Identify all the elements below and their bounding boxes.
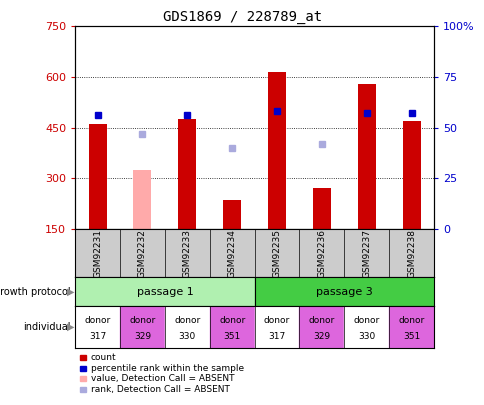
Bar (133, 170, 151, 229)
Bar (312, 188, 330, 229)
Text: growth protocol: growth protocol (0, 287, 70, 296)
Text: GSM92235: GSM92235 (272, 229, 281, 277)
Text: GSM92237: GSM92237 (362, 229, 371, 277)
Bar (254, 306, 299, 348)
Text: 351: 351 (223, 332, 241, 341)
Text: rank, Detection Call = ABSENT: rank, Detection Call = ABSENT (91, 385, 229, 394)
Bar (178, 119, 196, 229)
Text: 329: 329 (313, 332, 330, 341)
Bar (89, 124, 106, 229)
Text: donor: donor (398, 316, 424, 325)
Text: donor: donor (263, 316, 289, 325)
Text: ▶: ▶ (67, 322, 74, 332)
Text: GSM92234: GSM92234 (227, 229, 236, 277)
Text: donor: donor (219, 316, 245, 325)
Text: GSM92238: GSM92238 (406, 229, 415, 277)
Text: GSM92231: GSM92231 (93, 229, 102, 277)
Bar (344, 306, 388, 348)
Bar (402, 121, 420, 229)
Text: 329: 329 (134, 332, 151, 341)
Text: count: count (91, 353, 116, 362)
Text: GSM92232: GSM92232 (137, 229, 147, 277)
Text: 317: 317 (268, 332, 285, 341)
Text: GSM92233: GSM92233 (182, 229, 192, 277)
Text: 330: 330 (178, 332, 196, 341)
Text: 317: 317 (89, 332, 106, 341)
Text: donor: donor (129, 316, 155, 325)
Text: passage 3: passage 3 (315, 287, 372, 296)
Bar (357, 84, 375, 229)
Bar (209, 306, 254, 348)
Bar (165, 306, 209, 348)
Bar (254, 277, 433, 306)
Bar (75, 306, 120, 348)
Text: GDS1869 / 228789_at: GDS1869 / 228789_at (163, 10, 321, 24)
Text: 330: 330 (357, 332, 375, 341)
Text: ▶: ▶ (67, 287, 74, 296)
Text: donor: donor (353, 316, 379, 325)
Text: value, Detection Call = ABSENT: value, Detection Call = ABSENT (91, 374, 234, 383)
Text: donor: donor (84, 316, 110, 325)
Bar (223, 200, 241, 229)
Text: donor: donor (174, 316, 200, 325)
Text: GSM92236: GSM92236 (317, 229, 326, 277)
Text: percentile rank within the sample: percentile rank within the sample (91, 364, 243, 373)
Text: passage 1: passage 1 (136, 287, 193, 296)
Bar (388, 306, 433, 348)
Text: individual: individual (23, 322, 70, 332)
Text: 351: 351 (402, 332, 420, 341)
Text: donor: donor (308, 316, 334, 325)
Bar (120, 306, 165, 348)
Bar (268, 72, 286, 229)
Bar (75, 277, 254, 306)
Bar (299, 306, 344, 348)
